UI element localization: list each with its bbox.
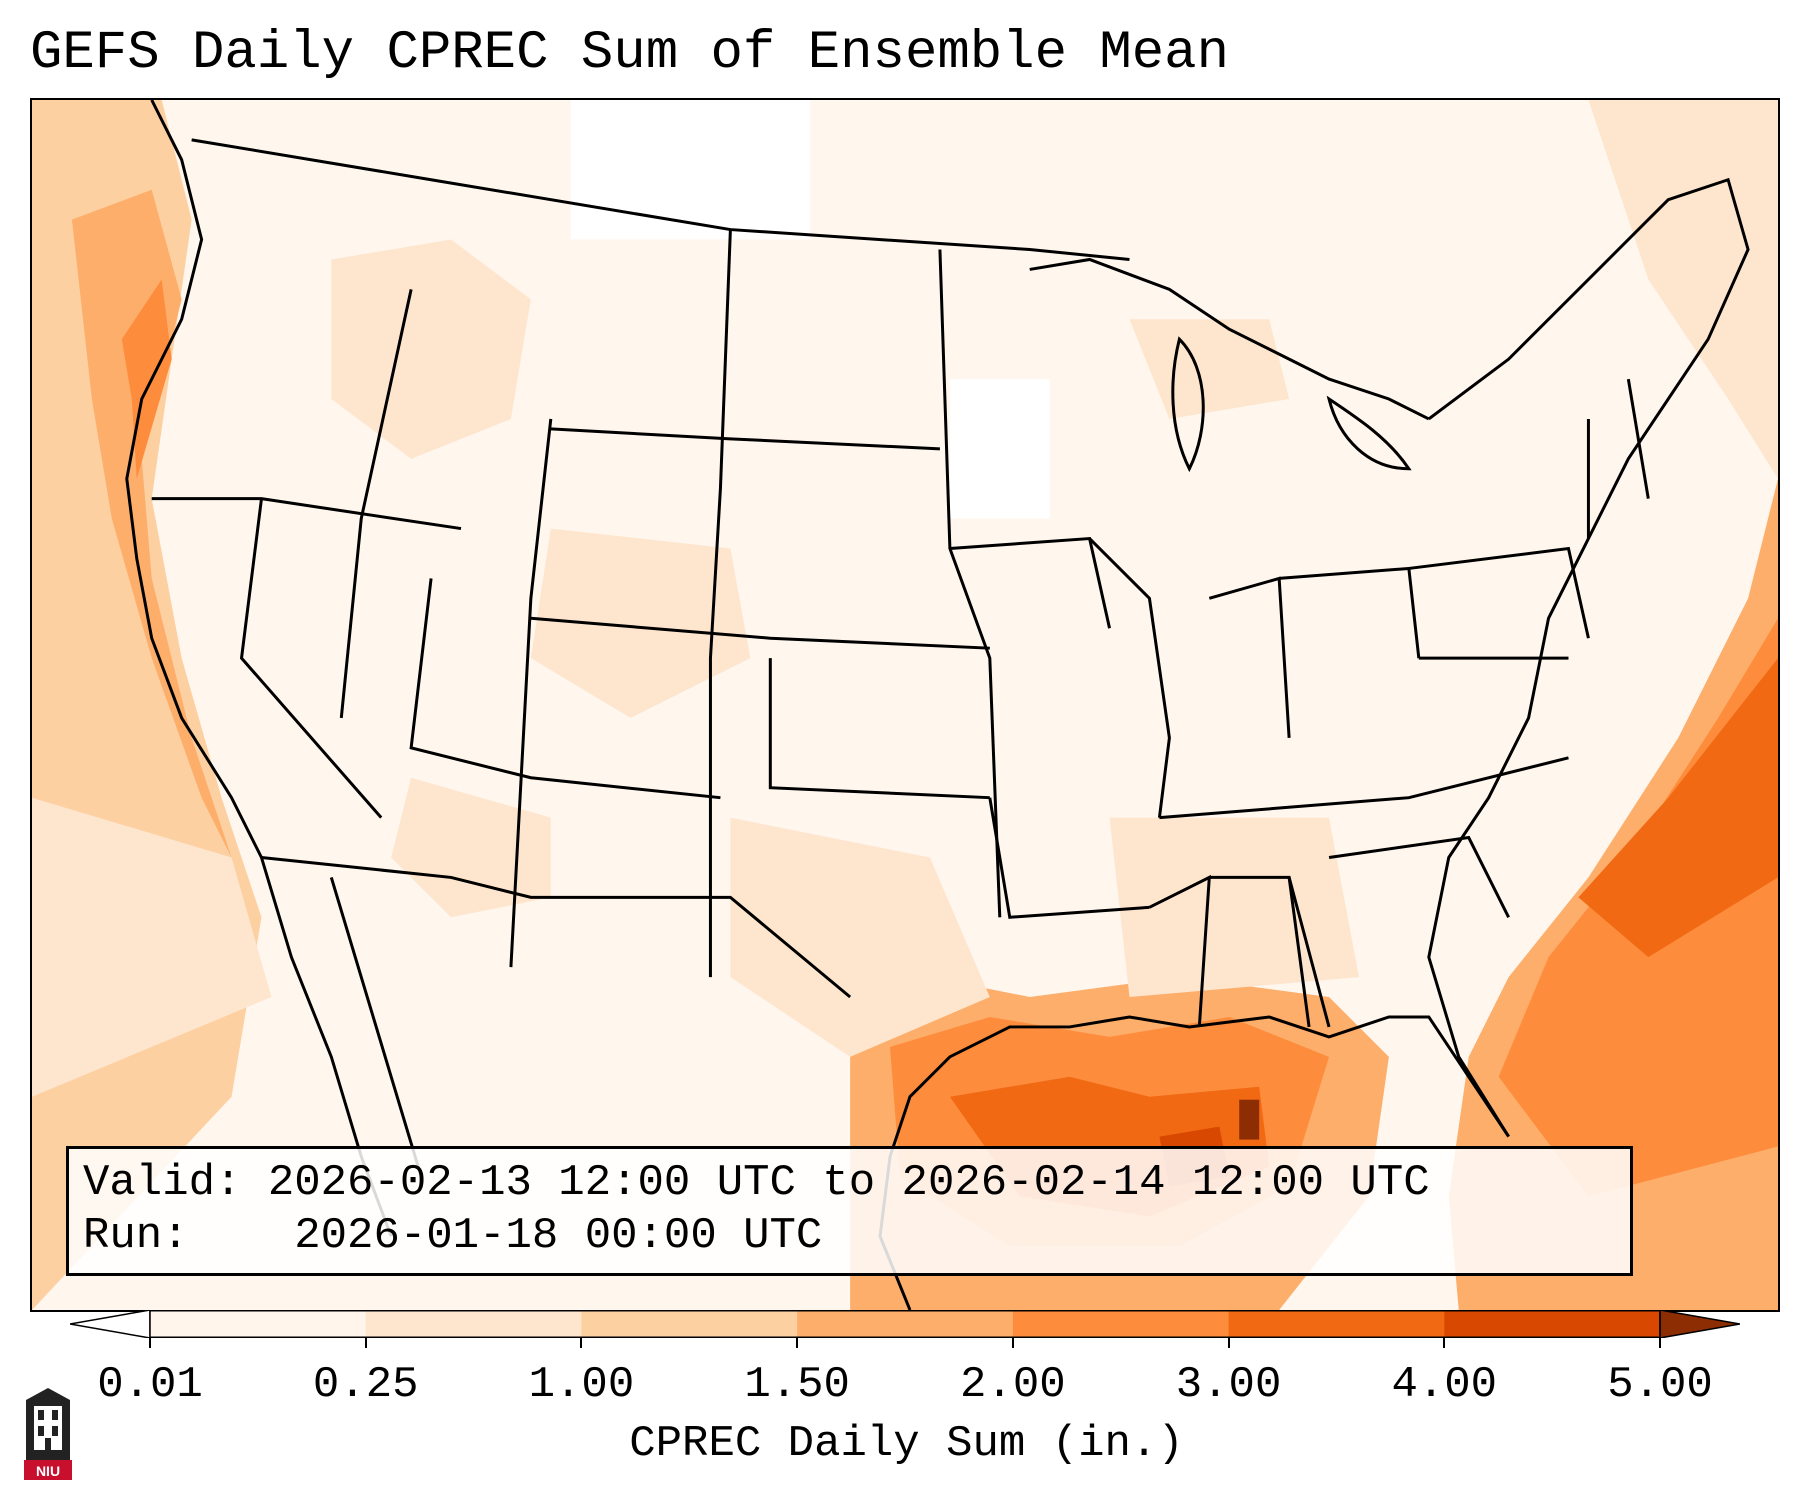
state-line-17 <box>1287 877 1331 1028</box>
northwest-patch <box>331 239 531 459</box>
run-row: Run: 2026-01-18 00:00 UTC <box>83 1210 1616 1263</box>
state-line-14 <box>1159 756 1569 820</box>
minnesota-clear <box>949 379 1050 519</box>
niu-logo: NIU <box>20 1382 76 1482</box>
colorbar-swatch <box>581 1310 798 1338</box>
colorado-patch <box>530 528 751 718</box>
great-lakes-shore <box>1029 257 1430 421</box>
colorbar-under-arrow <box>70 1310 151 1338</box>
state-line-11 <box>988 797 1150 919</box>
colorbar-swatches <box>70 1310 1740 1338</box>
gulf-shading-peak <box>1239 1099 1260 1140</box>
texas-patch <box>730 817 990 1057</box>
pacific-coastline <box>125 100 393 1237</box>
precip-shading <box>32 100 1778 1310</box>
pacific-shading-mid <box>71 189 232 858</box>
colorbar-tick-label: 3.00 <box>1175 1360 1282 1410</box>
colorbar-tick <box>364 1338 367 1348</box>
colorbar-tick-label: 0.25 <box>312 1360 419 1410</box>
colorbar-swatch <box>1228 1310 1445 1338</box>
colorbar-swatch <box>1444 1310 1661 1338</box>
colorbar <box>70 1310 1740 1338</box>
state-line-2 <box>239 498 383 819</box>
valid-label: Valid: <box>83 1158 242 1208</box>
colorbar-tick <box>149 1338 151 1348</box>
colorbar-over-arrow <box>1659 1310 1740 1338</box>
colorbar-tick-label: 2.00 <box>960 1360 1066 1410</box>
baja-coast <box>329 877 423 1177</box>
valid-run-box: Valid: 2026-02-13 12:00 UTC to 2026-02-1… <box>66 1146 1633 1276</box>
map-canvas <box>32 100 1778 1310</box>
colorbar-tick <box>580 1338 583 1348</box>
colorbar-outline <box>149 1310 1661 1338</box>
state-line-1 <box>151 497 462 531</box>
great-lakes-patch <box>1129 319 1290 419</box>
lake-michigan <box>1171 336 1205 473</box>
mexico-border <box>261 856 852 999</box>
state-line-8 <box>530 616 990 650</box>
state-line-7 <box>550 427 940 451</box>
colorbar-swatch <box>797 1310 1014 1338</box>
montana-clear <box>570 100 811 240</box>
niu-logo-icon: NIU <box>24 1388 72 1480</box>
colorbar-swatch <box>365 1310 582 1338</box>
run-value: 2026-01-18 00:00 UTC <box>294 1211 823 1261</box>
atlantic-shading-strong <box>1578 658 1778 958</box>
colorbar-tick-label: 1.00 <box>528 1360 635 1410</box>
precip-map <box>30 98 1780 1312</box>
colorbar-ticks: 0.01 0.25 1.00 1.50 2.00 3.00 4.00 5.00 <box>0 1338 1803 1410</box>
colorbar-tick <box>1227 1338 1230 1348</box>
arizona-patch <box>391 777 551 918</box>
state-line-5 <box>509 418 553 968</box>
lake-huron <box>1326 395 1412 471</box>
chart-title: GEFS Daily CPREC Sum of Ensemble Mean <box>30 23 1229 84</box>
colorbar-tick <box>1011 1338 1014 1348</box>
colorbar-tick-label: 1.50 <box>744 1360 850 1410</box>
state-line-20 <box>1408 546 1590 639</box>
colorbar-tick <box>1443 1338 1446 1348</box>
state-line-24 <box>1626 378 1650 499</box>
gulf-coastline <box>878 1015 1510 1310</box>
colorbar-swatch <box>150 1310 367 1338</box>
colorbar-swatch <box>1012 1310 1230 1338</box>
colorbar-tick <box>796 1338 799 1348</box>
state-line-3 <box>339 289 413 719</box>
colorbar-tick <box>1659 1338 1661 1348</box>
state-line-9 <box>768 658 990 800</box>
state-line-6 <box>708 229 732 978</box>
state-line-10 <box>938 249 1002 918</box>
run-label: Run: <box>83 1211 189 1261</box>
state-line-22 <box>1328 835 1510 918</box>
state-line-13 <box>1088 537 1171 818</box>
valid-value: 2026-02-13 12:00 UTC to 2026-02-14 12:00… <box>267 1158 1430 1208</box>
southeast-patch <box>1109 817 1359 998</box>
pacific-shading-strong <box>121 279 172 479</box>
pacific-shading-south <box>32 797 272 1097</box>
atlantic-coastline <box>1427 177 1750 1138</box>
state-line-4 <box>409 578 721 800</box>
valid-row: Valid: 2026-02-13 12:00 UTC to 2026-02-1… <box>83 1157 1616 1210</box>
state-line-19 <box>1279 566 1421 659</box>
svg-text:NIU: NIU <box>36 1463 60 1479</box>
colorbar-tick-label: 5.00 <box>1607 1360 1713 1410</box>
canada-east-shading <box>1588 100 1778 479</box>
colorbar-tick-label: 4.00 <box>1391 1360 1498 1410</box>
boundaries <box>125 100 1750 1310</box>
state-line-18 <box>1208 576 1291 738</box>
colorbar-label: CPREC Daily Sum (in.) <box>629 1419 1184 1469</box>
colorbar-tick-label: 0.01 <box>97 1360 203 1410</box>
